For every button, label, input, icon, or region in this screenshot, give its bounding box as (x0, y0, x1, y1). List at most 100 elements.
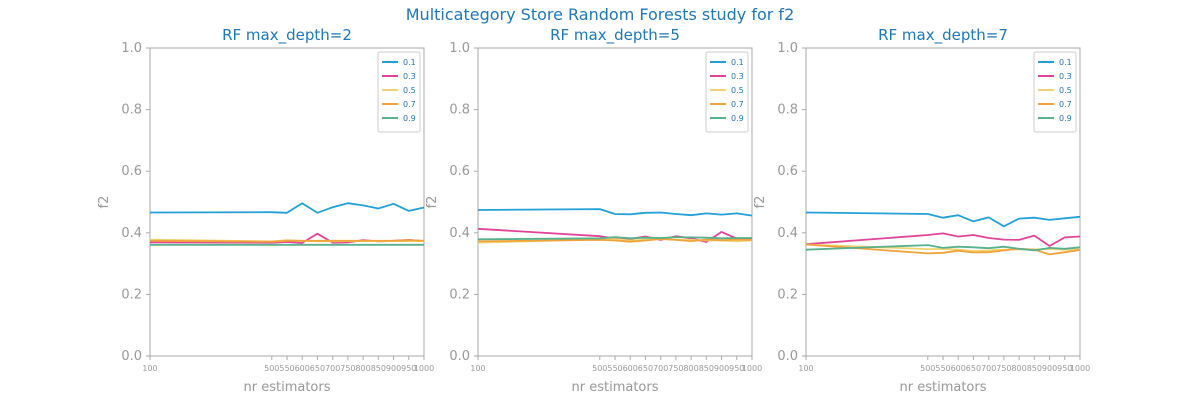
x-tick-label: 100 (798, 364, 813, 373)
y-tick-label: 0.2 (121, 287, 142, 302)
chart-panel-3: RF max_depth=7 0.0 0.2 0.4 0.6 0.8 1.0 100 500 55… (753, 26, 1090, 395)
y-tick-label: 0.6 (121, 164, 142, 179)
y-tick-label: 0.6 (449, 164, 470, 179)
y-tick-label: 0.2 (777, 287, 798, 302)
series-line-0.1 (805, 211, 1081, 228)
y-tick-label: 0.4 (777, 226, 798, 241)
chart-title: RF max_depth=2 (222, 26, 352, 45)
chart-title: RF max_depth=5 (550, 26, 680, 45)
series-line-0.9 (477, 236, 752, 241)
x-tick-label: 750 (340, 364, 355, 373)
legend-label: 0.5 (731, 86, 744, 95)
y-tick-label: 0.2 (449, 287, 470, 302)
x-tick-label: 950 (401, 364, 416, 373)
chart-title: RF max_depth=7 (878, 26, 1008, 45)
x-tick-label: 900 (386, 364, 401, 373)
legend-label: 0.1 (731, 58, 744, 67)
x-tick-label: 850 (699, 364, 714, 373)
legend-label: 0.7 (403, 100, 416, 109)
x-tick-label: 950 (1057, 364, 1072, 373)
legend-label: 0.1 (403, 58, 416, 67)
legend: 0.1 0.3 0.5 0.7 0.9 (377, 51, 421, 133)
x-tick-label: 600 (951, 364, 966, 373)
x-tick-label: 800 (683, 364, 698, 373)
y-tick-label: 0.8 (777, 103, 798, 118)
legend-box (377, 51, 421, 133)
y-tick-label: 1.0 (449, 41, 470, 56)
chart-panel-2: RF max_depth=5 0.0 0.2 0.4 0.6 0.8 1.0 100 500 55… (425, 26, 762, 395)
legend-label: 0.9 (1059, 114, 1072, 123)
legend-label: 0.9 (731, 114, 744, 123)
x-tick-label: 800 (355, 364, 370, 373)
x-tick-label: 100 (470, 364, 485, 373)
y-tick-label: 1.0 (777, 41, 798, 56)
x-tick-label: 550 (607, 364, 622, 373)
x-tick-label: 650 (310, 364, 325, 373)
x-tick-label: 900 (714, 364, 729, 373)
legend-label: 0.7 (731, 100, 744, 109)
x-tick-label: 750 (996, 364, 1011, 373)
y-tick-label: 0.8 (121, 103, 142, 118)
y-tick-label: 0.4 (449, 226, 470, 241)
y-tick-label: 0.8 (449, 103, 470, 118)
figure-title: Multicategory Store Random Forests study… (406, 5, 795, 24)
y-tick-label: 0.0 (777, 349, 798, 364)
legend-box (1033, 51, 1077, 133)
x-tick-label: 500 (592, 364, 607, 373)
x-tick-label: 850 (1027, 364, 1042, 373)
y-tick-label: 0.4 (121, 226, 142, 241)
series-line-0.1 (477, 208, 753, 217)
legend-label: 0.7 (1059, 100, 1072, 109)
series-line-0.3 (805, 232, 1081, 247)
x-tick-label: 900 (1042, 364, 1057, 373)
x-tick-label: 1000 (414, 364, 434, 373)
y-axis-label: f2 (425, 196, 440, 209)
x-tick-label: 650 (966, 364, 981, 373)
y-axis-label: f2 (97, 196, 112, 209)
x-tick-label: 600 (623, 364, 638, 373)
x-tick-label: 600 (295, 364, 310, 373)
x-tick-label: 100 (142, 364, 157, 373)
x-axis-label: nr estimators (572, 380, 659, 395)
x-tick-label: 500 (920, 364, 935, 373)
y-tick-label: 0.6 (777, 164, 798, 179)
x-axis-label: nr estimators (244, 380, 331, 395)
legend-label: 0.3 (731, 72, 744, 81)
x-tick-label: 800 (1011, 364, 1026, 373)
x-tick-label: 700 (981, 364, 996, 373)
series-line-0.7 (477, 238, 753, 243)
x-tick-label: 550 (279, 364, 294, 373)
x-tick-label: 850 (371, 364, 386, 373)
x-tick-label: 950 (729, 364, 744, 373)
y-tick-label: 0.0 (121, 349, 142, 364)
chart-panel-1: RF max_depth=2 0.0 0.2 0.4 0.6 0.8 1.0 100 500 55… (97, 26, 434, 395)
x-tick-label: 700 (653, 364, 668, 373)
legend-label: 0.3 (1059, 72, 1072, 81)
x-tick-label: 650 (638, 364, 653, 373)
y-tick-label: 0.0 (449, 349, 470, 364)
series-line-0.5 (805, 243, 1081, 252)
series-line-0.1 (149, 202, 425, 214)
series-line-0.9 (805, 244, 1081, 252)
legend-label: 0.3 (403, 72, 416, 81)
series-line-0.7 (805, 243, 1081, 256)
legend: 0.1 0.3 0.5 0.7 0.9 (705, 51, 749, 133)
legend-box (705, 51, 749, 133)
series-line-0.7 (149, 239, 425, 243)
y-axis-label: f2 (753, 196, 768, 209)
legend-label: 0.5 (1059, 86, 1072, 95)
legend: 0.1 0.3 0.5 0.7 0.9 (1033, 51, 1077, 133)
x-tick-label: 1000 (742, 364, 762, 373)
legend-label: 0.9 (403, 114, 416, 123)
y-tick-label: 1.0 (121, 41, 142, 56)
x-tick-label: 500 (264, 364, 279, 373)
x-tick-label: 700 (325, 364, 340, 373)
x-tick-label: 1000 (1070, 364, 1090, 373)
legend-label: 0.5 (403, 86, 416, 95)
x-tick-label: 550 (935, 364, 950, 373)
legend-label: 0.1 (1059, 58, 1072, 67)
x-axis-label: nr estimators (900, 380, 987, 395)
x-tick-label: 750 (668, 364, 683, 373)
